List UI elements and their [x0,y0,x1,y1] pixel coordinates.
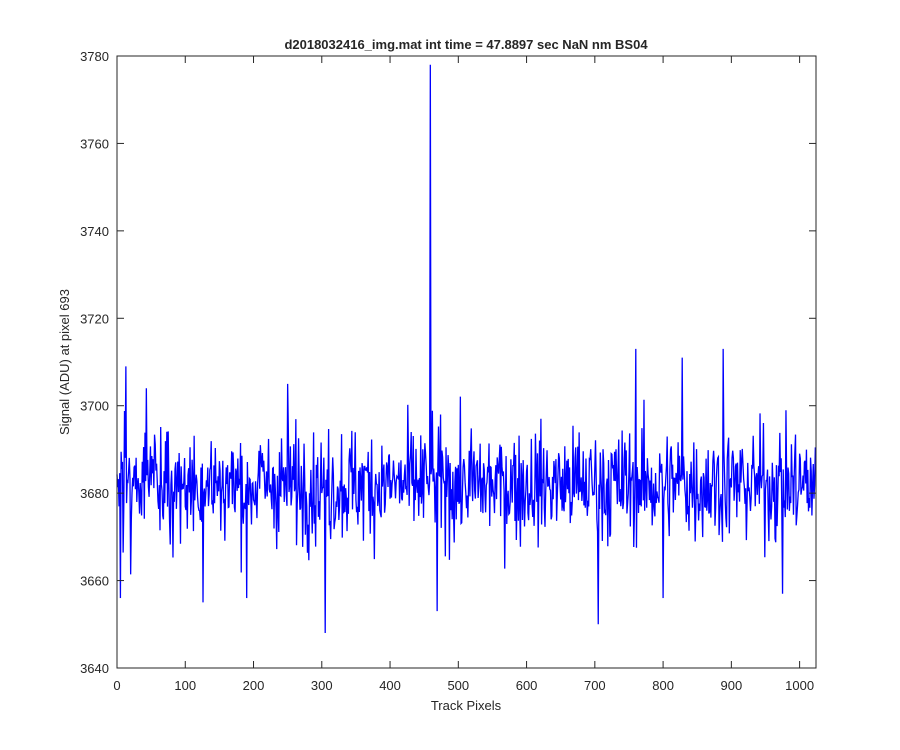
x-tick-label: 300 [311,678,333,693]
y-tick-label: 3740 [80,224,109,239]
x-tick-label: 600 [516,678,538,693]
x-axis-label: Track Pixels [431,698,502,713]
x-tick-label: 100 [174,678,196,693]
y-tick-label: 3780 [80,49,109,64]
y-tick-label: 3640 [80,661,109,676]
x-tick-label: 800 [652,678,674,693]
x-tick-label: 900 [721,678,743,693]
y-tick-label: 3680 [80,486,109,501]
x-tick-label: 700 [584,678,606,693]
chart-title: d2018032416_img.mat int time = 47.8897 s… [284,37,648,52]
y-tick-label: 3720 [80,311,109,326]
y-tick-label: 3760 [80,136,109,151]
series-layer [116,64,816,634]
plot-area [117,56,816,668]
axes-box [116,55,817,669]
y-axis-label: Signal (ADU) at pixel 693 [57,289,72,435]
x-tick-label: 1000 [785,678,814,693]
signal-line [116,64,816,634]
x-tick-label: 200 [243,678,265,693]
x-tick-label: 400 [379,678,401,693]
y-tick-label: 3700 [80,399,109,414]
x-tick-label: 0 [113,678,120,693]
ticks-layer: 0 100 200 300 400 500 600 700 800 900 1000 3640 3660… [80,49,816,693]
x-tick-label: 500 [447,678,469,693]
y-tick-label: 3660 [80,574,109,589]
